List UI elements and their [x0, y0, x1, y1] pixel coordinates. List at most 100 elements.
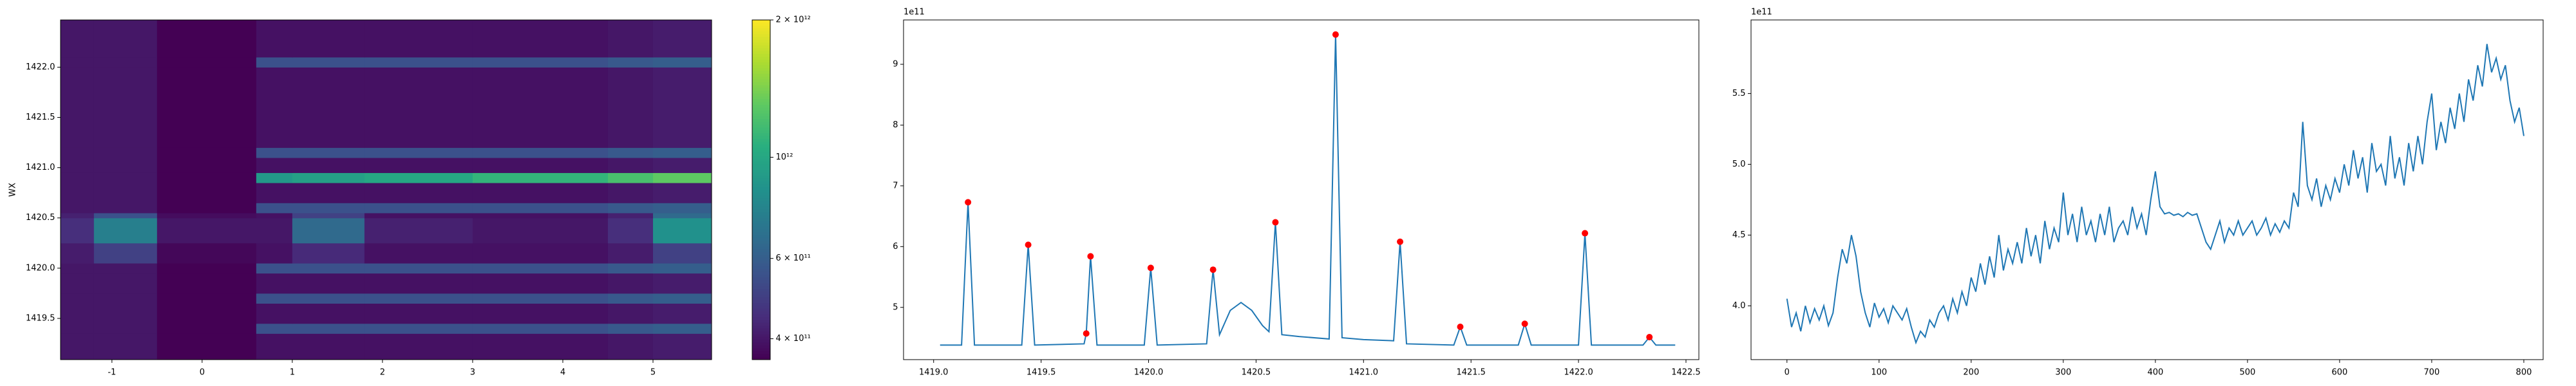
- heatmap-cell: [256, 303, 293, 324]
- heatmap-cell: [93, 293, 158, 304]
- heatmap-cell: [472, 303, 609, 324]
- colorbar-segment: [752, 294, 770, 298]
- heatmap-cell: [93, 212, 158, 219]
- heatmap-cell: [93, 323, 158, 334]
- peak-marker: [1087, 253, 1094, 260]
- colorbar-segment: [752, 176, 770, 179]
- heatmap-cell: [364, 293, 473, 304]
- x-tick-label: 1419.5: [1027, 368, 1056, 378]
- heatmap-cell: [61, 212, 95, 219]
- x-tick-label: 1421.5: [1456, 368, 1486, 378]
- heatmap-cell: [156, 217, 257, 244]
- peak-marker: [1025, 241, 1032, 248]
- x-tick-label: 1: [290, 368, 295, 378]
- colorbar-segment: [752, 314, 770, 318]
- peak-marker: [1083, 330, 1090, 337]
- colorbar-segment: [752, 31, 770, 35]
- x-tick-label: 200: [1963, 368, 1979, 378]
- peak-marker: [1646, 334, 1653, 341]
- heatmap-cell: [292, 57, 365, 68]
- heatmap-cell: [607, 158, 654, 173]
- heatmap-cell: [61, 57, 95, 68]
- y-tick-label: 4 × 10¹¹: [776, 334, 811, 344]
- heatmap-cell: [93, 303, 158, 324]
- colorbar-segment: [752, 243, 770, 247]
- heatmap-cell: [607, 20, 654, 58]
- colorbar-segment: [752, 20, 770, 23]
- axes-frame: [60, 19, 712, 360]
- colorbar-segment: [752, 275, 770, 278]
- peak-marker: [965, 199, 972, 206]
- colorbar-segment: [752, 317, 770, 320]
- data-line: [940, 34, 1676, 346]
- colorbar-segment: [752, 226, 770, 230]
- heatmap-cell: [652, 243, 712, 264]
- colorbar-segment: [752, 156, 770, 160]
- colorbar-segment: [752, 130, 770, 134]
- colorbar-segment: [752, 65, 770, 69]
- peak-marker: [1397, 238, 1404, 245]
- heatmap-cell: [364, 263, 473, 274]
- colorbar-segment: [752, 45, 770, 49]
- colorbar-segment: [752, 271, 770, 275]
- y-tick-label: 8: [893, 120, 898, 130]
- x-tick-label: 500: [2239, 368, 2255, 378]
- heatmap-cell: [292, 183, 365, 203]
- heatmap-cell: [93, 67, 158, 148]
- heatmap-cell: [256, 147, 293, 158]
- heatmap-cell: [61, 67, 95, 148]
- x-tick-label: 5: [650, 368, 656, 378]
- heatmap-cell: [364, 323, 473, 334]
- colorbar-segment: [752, 297, 770, 301]
- heatmap-cell: [652, 172, 712, 183]
- colorbar-segment: [752, 28, 770, 32]
- colorbar-segment: [752, 178, 770, 182]
- heatmap-cell: [61, 303, 95, 324]
- heatmap-cell: [472, 203, 609, 214]
- heatmap-cell: [93, 158, 158, 173]
- heatmap-cell: [652, 212, 712, 219]
- heatmap-cell: [93, 263, 158, 274]
- colorbar-segment: [752, 102, 770, 106]
- colorbar-segment: [752, 116, 770, 120]
- heatmap-cell: [256, 212, 293, 219]
- colorbar-segment: [752, 204, 770, 207]
- heatmap-cell: [256, 323, 293, 334]
- colorbar-segment: [752, 82, 770, 86]
- heatmap-cell: [156, 147, 257, 158]
- heatmap-cell: [61, 158, 95, 173]
- colorbar-segment: [752, 142, 770, 145]
- colorbar-segment: [752, 71, 770, 75]
- colorbar-segment: [752, 136, 770, 140]
- heatmap-cell: [156, 303, 257, 324]
- heatmap-cell: [156, 212, 257, 219]
- heatmap-cell: [472, 333, 609, 360]
- heatmap-cell: [93, 20, 158, 58]
- heatmap-cell: [652, 158, 712, 173]
- heatmap-cell: [156, 183, 257, 203]
- axes-frame: [1750, 19, 2544, 360]
- heatmap-cell: [607, 203, 654, 214]
- colorbar-segment: [752, 257, 770, 261]
- heatmap-cell: [652, 273, 712, 294]
- colorbar-segment: [752, 119, 770, 122]
- peak-marker: [1457, 323, 1464, 330]
- heatmap-cell: [256, 20, 293, 58]
- heatmap-cell: [156, 57, 257, 68]
- heatmap-cell: [256, 57, 293, 68]
- heatmap-cell: [472, 20, 609, 58]
- heatmap-cell: [61, 323, 95, 334]
- heatmap-cell: [607, 212, 654, 219]
- heatmap-cell: [156, 243, 257, 264]
- heatmap-cell: [652, 20, 712, 58]
- heatmap-cell: [472, 172, 609, 183]
- colorbar-segment: [752, 113, 770, 117]
- colorbar-segment: [752, 133, 770, 136]
- colorbar-segment: [752, 266, 770, 270]
- colorbar-segment: [752, 124, 770, 128]
- heatmap-cell: [364, 203, 473, 214]
- colorbar-segment: [752, 345, 770, 349]
- heatmap-cell: [292, 158, 365, 173]
- heatmap-cell: [292, 273, 365, 294]
